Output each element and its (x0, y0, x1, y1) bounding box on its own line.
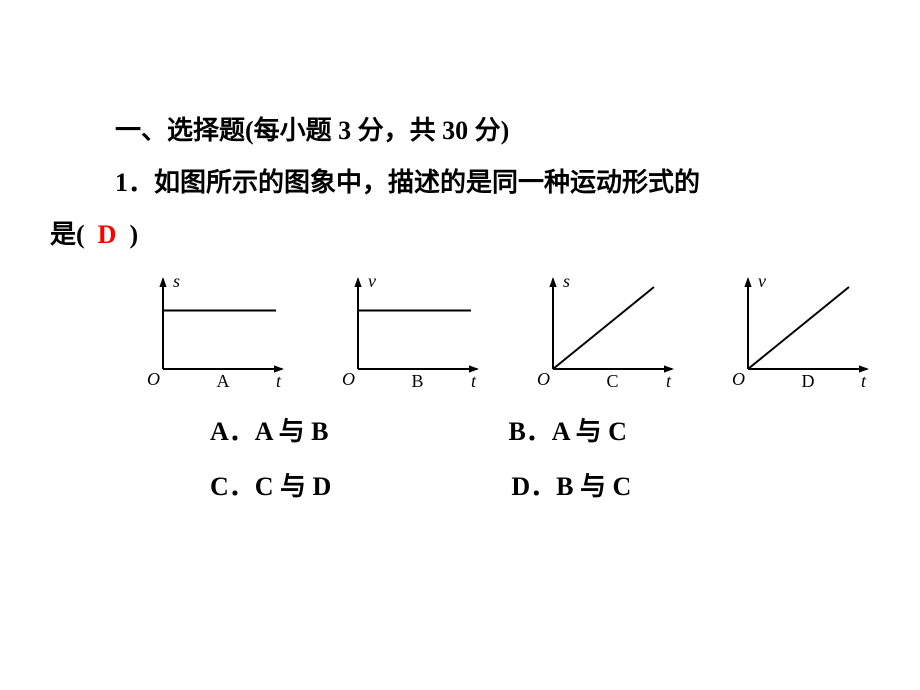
origin-label: O (537, 369, 550, 389)
options-block: A．A 与 B B．A 与 C C．C 与 D D．B 与 C (210, 411, 870, 503)
graph-A: s t O A (145, 271, 290, 396)
graph-label: D (802, 371, 815, 391)
y-axis-label: s (563, 271, 570, 291)
origin-label: O (147, 369, 160, 389)
graphs-row: s t O A v t O B s t O C v t O D (145, 271, 870, 396)
option-C: C．C 与 D (210, 466, 331, 503)
x-axis-label: t (276, 371, 282, 391)
graph-C: s t O C (535, 271, 680, 396)
x-axis-label: t (666, 371, 672, 391)
origin-label: O (342, 369, 355, 389)
question-number: 1． (115, 168, 154, 197)
option-D: D．B 与 C (511, 466, 631, 503)
graph-label: C (607, 371, 619, 391)
options-row-1: A．A 与 B B．A 与 C (210, 411, 870, 448)
graph-svg: v t O D (730, 271, 875, 391)
question-text-1: 如图所示的图象中，描述的是同一种运动形式的 (154, 168, 700, 197)
question-text-3: ) (129, 220, 138, 249)
question-line-1: 1．如图所示的图象中，描述的是同一种运动形式的 (50, 157, 870, 209)
question-text-2: 是( (50, 220, 85, 249)
origin-label: O (732, 369, 745, 389)
option-A: A．A 与 B (210, 411, 328, 448)
question-line-2: 是( D ) (50, 209, 870, 261)
x-axis-label: t (861, 371, 867, 391)
y-axis-label: v (758, 271, 766, 291)
option-B: B．A 与 C (508, 411, 626, 448)
y-axis-label: v (368, 271, 376, 291)
graph-svg: s t O C (535, 271, 680, 391)
graph-label: A (217, 371, 230, 391)
graph-svg: v t O B (340, 271, 485, 391)
answer-mark: D (91, 220, 123, 249)
y-axis-label: s (173, 271, 180, 291)
section-title: 一、选择题(每小题 3 分，共 30 分) (50, 105, 870, 157)
x-axis-label: t (471, 371, 477, 391)
graph-B: v t O B (340, 271, 485, 396)
options-row-2: C．C 与 D D．B 与 C (210, 466, 870, 503)
page-content: 一、选择题(每小题 3 分，共 30 分) 1．如图所示的图象中，描述的是同一种… (0, 0, 920, 503)
graph-D: v t O D (730, 271, 875, 396)
graph-label: B (412, 371, 424, 391)
graph-svg: s t O A (145, 271, 290, 391)
